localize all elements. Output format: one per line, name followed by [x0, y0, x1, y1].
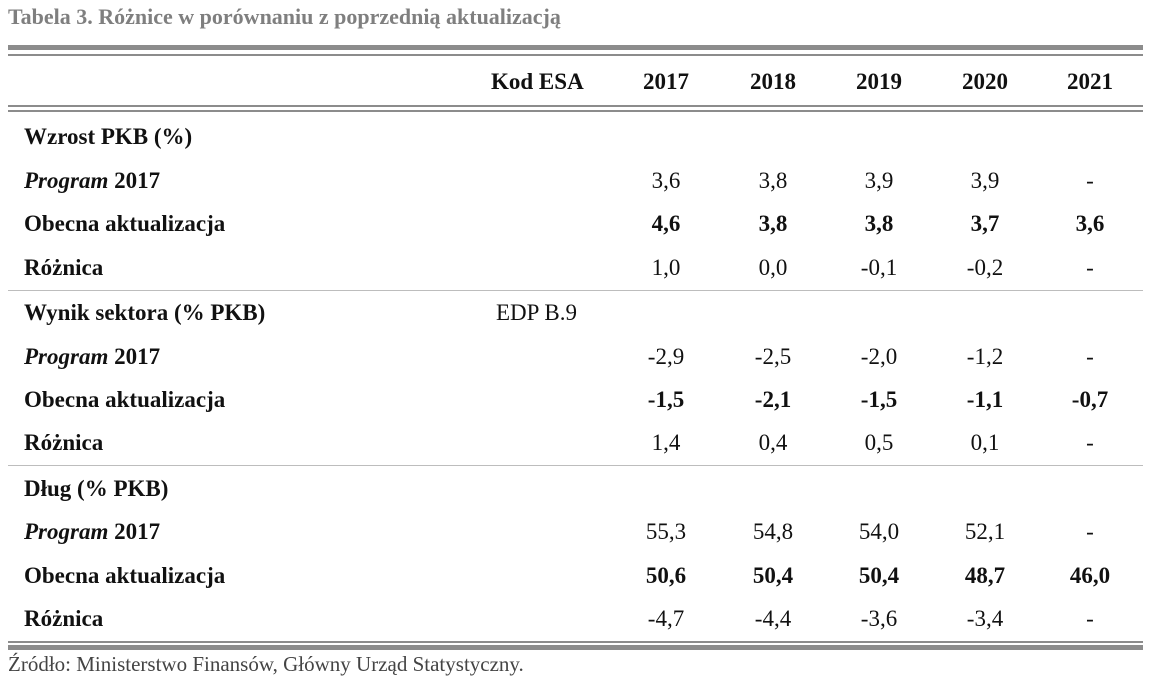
row-label: Program 2017: [24, 344, 161, 369]
header-year-2021: 2021: [1067, 69, 1113, 94]
table-row: Obecna aktualizacja -1,5 -2,1 -1,5 -1,1 …: [8, 378, 1143, 422]
value-cell: -0,7: [1071, 387, 1109, 412]
value-cell: -4,4: [754, 606, 792, 631]
value-cell: 0,4: [758, 430, 788, 455]
value-cell: -1,2: [966, 344, 1004, 369]
row-label: Program 2017: [24, 168, 161, 193]
row-label: Różnica: [24, 606, 104, 631]
value-cell: 54,8: [752, 519, 794, 544]
value-cell: 3,8: [758, 211, 788, 236]
table-row: Obecna aktualizacja 4,6 3,8 3,8 3,7 3,6: [8, 202, 1143, 246]
table-row: Program 2017 55,3 54,8 54,0 52,1 -: [8, 510, 1143, 554]
bottom-rule-thin: [8, 641, 1143, 643]
value-cell: 3,7: [970, 211, 1000, 236]
value-cell: 0,1: [970, 430, 1000, 455]
header-year-2020: 2020: [962, 69, 1008, 94]
header-rule-2: [8, 110, 1143, 112]
value-cell: 3,9: [864, 168, 894, 193]
value-cell: 1,4: [651, 430, 681, 455]
table-row: Różnica 1,4 0,4 0,5 0,1 -: [8, 421, 1143, 465]
table-row: Program 2017 -2,9 -2,5 -2,0 -1,2 -: [8, 335, 1143, 379]
value-cell: -: [1086, 255, 1094, 280]
value-cell: 4,6: [651, 211, 681, 236]
value-cell: 46,0: [1069, 563, 1111, 588]
value-cell: -2,0: [860, 344, 898, 369]
source-note: Źródło: Ministerstwo Finansów, Główny Ur…: [8, 652, 524, 676]
top-rule-thin: [8, 54, 1143, 56]
value-cell: 48,7: [964, 563, 1006, 588]
value-cell: -1,1: [966, 387, 1004, 412]
table-row: Program 2017 3,6 3,8 3,9 3,9 -: [8, 159, 1143, 203]
value-cell: -1,5: [860, 387, 898, 412]
section-title-row: Wzrost PKB (%): [8, 115, 1143, 159]
value-cell: -1,5: [647, 387, 685, 412]
value-cell: 3,8: [864, 211, 894, 236]
value-cell: -3,6: [860, 606, 898, 631]
table-title: Tabela 3. Różnice w porównaniu z poprzed…: [8, 4, 561, 29]
value-cell: -: [1086, 606, 1094, 631]
value-cell: 3,6: [1075, 211, 1105, 236]
value-cell: -: [1086, 519, 1094, 544]
section-title: Wzrost PKB (%): [24, 124, 193, 149]
value-cell: -0,2: [966, 255, 1004, 280]
value-cell: 0,5: [864, 430, 894, 455]
value-cell: -2,5: [754, 344, 792, 369]
value-cell: 50,6: [645, 563, 687, 588]
value-cell: -2,9: [647, 344, 685, 369]
bottom-rule: [8, 645, 1143, 650]
section-divider: [8, 290, 1143, 291]
value-cell: 1,0: [651, 255, 681, 280]
value-cell: -3,4: [966, 606, 1004, 631]
value-cell: 55,3: [645, 519, 687, 544]
row-label: Różnica: [24, 430, 104, 455]
value-cell: -: [1086, 168, 1094, 193]
header-year-2017: 2017: [643, 69, 689, 94]
value-cell: 52,1: [964, 519, 1006, 544]
header-code-esa: Kod ESA: [491, 69, 584, 94]
row-label: Obecna aktualizacja: [24, 211, 226, 236]
value-cell: -: [1086, 430, 1094, 455]
value-cell: 3,6: [651, 168, 681, 193]
table-row: Różnica 1,0 0,0 -0,1 -0,2 -: [8, 246, 1143, 290]
header-year-2018: 2018: [750, 69, 796, 94]
section-title-row: Dług (% PKB): [8, 467, 1143, 511]
row-label: Obecna aktualizacja: [24, 563, 226, 588]
value-cell: 50,4: [752, 563, 794, 588]
header-year-2019: 2019: [856, 69, 902, 94]
row-label: Różnica: [24, 255, 104, 280]
header-row: Kod ESA 2017 2018 2019 2020 2021: [8, 60, 1143, 104]
header-rule-1: [8, 105, 1143, 107]
esa-code: EDP B.9: [496, 300, 577, 325]
value-cell: 0,0: [758, 255, 788, 280]
value-cell: -4,7: [647, 606, 685, 631]
row-label: Program 2017: [24, 519, 161, 544]
value-cell: -: [1086, 344, 1094, 369]
value-cell: 50,4: [858, 563, 900, 588]
section-title-row: Wynik sektora (% PKB) EDP B.9: [8, 291, 1143, 335]
table-row: Różnica -4,7 -4,4 -3,6 -3,4 -: [8, 597, 1143, 641]
row-label: Obecna aktualizacja: [24, 387, 226, 412]
table-row: Obecna aktualizacja 50,6 50,4 50,4 48,7 …: [8, 554, 1143, 598]
value-cell: -0,1: [860, 255, 898, 280]
value-cell: 3,9: [970, 168, 1000, 193]
value-cell: 3,8: [758, 168, 788, 193]
value-cell: 54,0: [858, 519, 900, 544]
section-title: Wynik sektora (% PKB): [24, 300, 266, 325]
section-divider: [8, 465, 1143, 466]
value-cell: -2,1: [754, 387, 792, 412]
top-rule: [8, 45, 1143, 50]
section-title: Dług (% PKB): [24, 476, 169, 501]
